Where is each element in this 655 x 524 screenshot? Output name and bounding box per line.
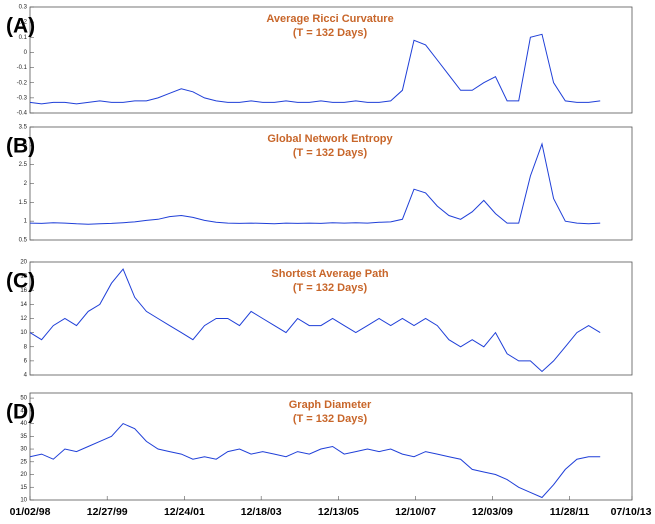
y-tick-label: 3.5 <box>19 125 28 131</box>
chart-subtitle: (T = 132 Days) <box>293 147 368 159</box>
y-tick-label: 3 <box>24 143 28 149</box>
y-tick-label: 20 <box>20 472 27 478</box>
y-tick-label: 4 <box>24 373 28 379</box>
x-tick-label: 11/28/11 <box>550 506 590 518</box>
x-tick-label: 12/18/03 <box>241 506 282 518</box>
y-tick-label: 1 <box>24 219 28 225</box>
y-tick-label: 0.1 <box>19 35 28 41</box>
y-tick-label: -0.1 <box>17 65 28 71</box>
y-tick-label: 8 <box>24 344 28 350</box>
panel-label: (A) <box>6 15 35 38</box>
y-tick-label: 0 <box>24 50 28 56</box>
plot-frame <box>29 392 633 501</box>
panel-label: (D) <box>6 401 35 424</box>
x-tick-label: 12/10/07 <box>395 506 436 518</box>
chart-title: Average Ricci Curvature <box>266 13 393 25</box>
y-tick-label: 10 <box>20 498 27 504</box>
chart-subtitle: (T = 132 Days) <box>293 282 368 294</box>
y-tick-label: 0.2 <box>19 20 28 26</box>
y-tick-label: 0.5 <box>19 238 28 244</box>
chart-subtitle: (T = 132 Days) <box>293 413 368 425</box>
series-line <box>29 142 601 225</box>
x-tick-label: 07/10/13 <box>611 506 652 518</box>
y-tick-label: 20 <box>20 260 27 266</box>
y-tick-label: 35 <box>20 434 27 440</box>
y-tick-label: 18 <box>20 274 27 280</box>
y-tick-label: -0.4 <box>17 111 28 117</box>
y-tick-label: 25 <box>20 459 27 465</box>
y-tick-label: 50 <box>20 396 27 402</box>
plot-frame <box>29 6 633 114</box>
chart-title: Global Network Entropy <box>267 133 393 145</box>
panel-label: (B) <box>6 135 35 158</box>
series-line <box>29 268 601 373</box>
y-tick-label: 40 <box>20 421 27 427</box>
chart-subtitle: (T = 132 Days) <box>293 27 368 39</box>
x-tick-label: 12/13/05 <box>318 506 359 518</box>
y-tick-label: 14 <box>20 302 27 308</box>
x-tick-label: 12/03/09 <box>472 506 513 518</box>
x-tick-label: 01/02/98 <box>10 506 51 518</box>
y-tick-label: 10 <box>20 330 27 336</box>
y-tick-label: 2 <box>24 181 28 187</box>
x-tick-label: 12/24/01 <box>164 506 205 518</box>
y-tick-label: 16 <box>20 288 27 294</box>
y-tick-label: -0.2 <box>17 80 28 86</box>
series-line <box>29 422 601 499</box>
panel-label: (C) <box>6 270 35 293</box>
y-tick-label: 0.3 <box>19 5 28 11</box>
y-tick-label: 1.5 <box>19 200 28 206</box>
y-tick-label: 15 <box>20 485 27 491</box>
x-tick-label: 12/27/99 <box>87 506 128 518</box>
y-tick-label: 12 <box>20 316 27 322</box>
y-tick-label: 2.5 <box>19 162 28 168</box>
chart-title: Graph Diameter <box>289 399 372 411</box>
chart-title: Shortest Average Path <box>271 268 388 280</box>
y-tick-label: 45 <box>20 408 27 414</box>
y-tick-label: 30 <box>20 447 27 453</box>
y-tick-label: 6 <box>24 358 28 364</box>
series-line <box>29 33 601 105</box>
y-tick-label: -0.3 <box>17 95 28 101</box>
